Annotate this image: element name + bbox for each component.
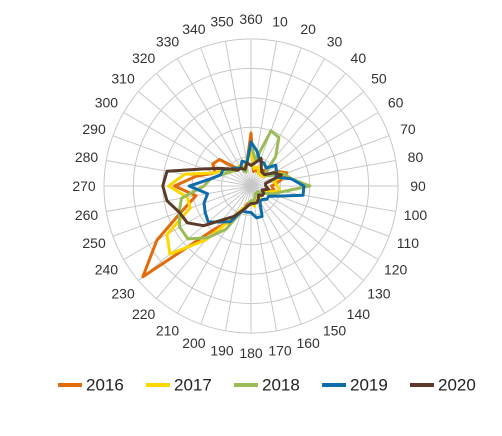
tick-label-330: 330: [156, 33, 180, 49]
tick-label-180: 180: [239, 345, 263, 361]
tick-label-10: 10: [272, 14, 288, 30]
spoke-280: [106, 159, 252, 187]
series-layer: [141, 129, 312, 279]
spoke-20: [250, 47, 302, 187]
legend-item-2019: 2019: [322, 376, 388, 395]
tick-label-140: 140: [347, 306, 371, 322]
series-line-2018: [177, 129, 312, 241]
spoke-150: [250, 185, 325, 314]
spoke-130: [250, 185, 364, 281]
tick-label-240: 240: [95, 262, 119, 278]
tick-label-300: 300: [95, 95, 119, 111]
legend-item-2018: 2018: [234, 376, 300, 395]
tick-label-110: 110: [397, 235, 420, 251]
legend-item-2016: 2016: [58, 376, 124, 395]
tick-label-40: 40: [351, 50, 367, 66]
tick-label-50: 50: [371, 71, 387, 87]
spoke-290: [112, 135, 252, 187]
tick-label-350: 350: [210, 14, 234, 30]
tick-label-80: 80: [408, 149, 424, 165]
spoke-230: [138, 185, 252, 281]
tick-label-70: 70: [400, 121, 416, 137]
tick-label-270: 270: [72, 178, 96, 194]
spoke-190: [224, 185, 252, 331]
spoke-140: [250, 185, 346, 299]
legend-item-2017: 2017: [146, 376, 212, 395]
tick-label-250: 250: [82, 235, 106, 251]
tick-label-320: 320: [132, 50, 156, 66]
spoke-160: [250, 185, 302, 325]
tick-label-150: 150: [323, 323, 347, 339]
legend: 2016 2017 2018 2019 2020: [58, 376, 476, 395]
series-line-2020: [161, 156, 283, 228]
radar-grid: [103, 38, 399, 334]
tick-label-220: 220: [132, 306, 156, 322]
spoke-120: [250, 185, 379, 260]
tick-label-130: 130: [367, 285, 391, 301]
legend-label-2018: 2018: [262, 376, 300, 395]
tick-label-160: 160: [296, 335, 320, 351]
legend-item-2020: 2020: [410, 376, 476, 395]
spoke-170: [250, 185, 278, 331]
tick-label-260: 260: [75, 207, 99, 223]
tick-label-120: 120: [384, 262, 408, 278]
tick-label-190: 190: [210, 342, 234, 358]
angle-tick-labels: 360 10 20304050607080901001101201301401501…: [72, 11, 427, 361]
legend-label-2019: 2019: [350, 376, 388, 395]
tick-label-200: 200: [182, 335, 206, 351]
legend-label-2020: 2020: [438, 376, 476, 395]
tick-label-230: 230: [111, 285, 135, 301]
legend-label-2017: 2017: [174, 376, 212, 395]
spoke-260: [106, 185, 252, 213]
spoke-50: [250, 91, 364, 187]
tick-label-20: 20: [300, 21, 316, 37]
tick-label-360: 360: [239, 11, 263, 27]
tick-label-280: 280: [75, 149, 99, 165]
legend-label-2016: 2016: [86, 376, 124, 395]
tick-label-340: 340: [182, 21, 206, 37]
tick-label-210: 210: [156, 323, 180, 339]
tick-label-60: 60: [388, 95, 404, 111]
tick-label-310: 310: [111, 71, 135, 87]
tick-label-30: 30: [327, 33, 343, 49]
tick-label-90: 90: [410, 178, 426, 194]
spoke-210: [177, 185, 252, 314]
tick-label-100: 100: [404, 207, 428, 223]
tick-label-170: 170: [268, 342, 292, 358]
tick-label-290: 290: [82, 121, 106, 137]
